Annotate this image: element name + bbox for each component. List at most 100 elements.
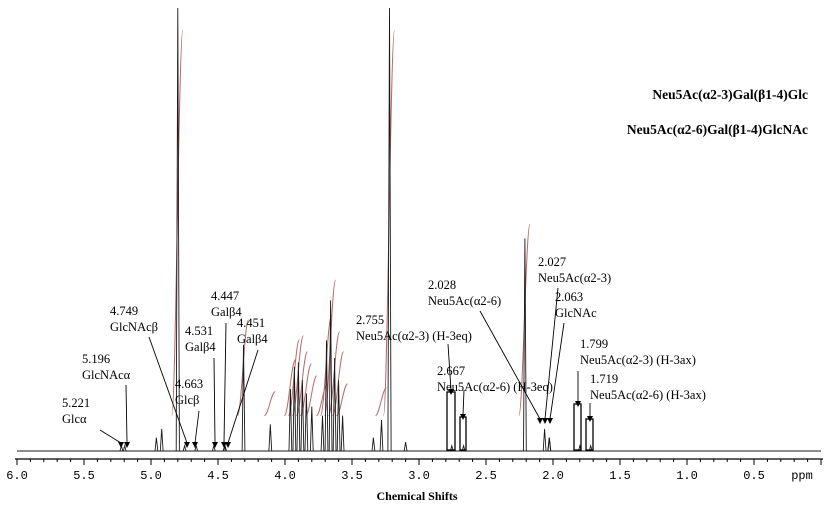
spectrum-peak-12 xyxy=(288,388,293,452)
peak-annotations: 5.221 Glcα 5.196 GlcNAcα 4.749 GlcNAcβ 4.663 Gl… xyxy=(62,255,706,451)
spectrum-peak-1 xyxy=(122,443,127,452)
annotation-leader-line xyxy=(148,336,188,444)
x-tick-label: 3.5 xyxy=(341,469,363,483)
spectrum-peak-17 xyxy=(309,406,314,452)
spectrum-peak-23 xyxy=(340,415,345,452)
spectrum-peak-11 xyxy=(268,424,273,452)
x-axis-label: Chemical Shifts xyxy=(377,489,458,503)
spectrum-peak-21 xyxy=(332,357,337,452)
spectrum-peak-33 xyxy=(547,437,552,452)
integral-trace-3 xyxy=(283,359,296,417)
spectrum-peak-19 xyxy=(324,340,329,452)
spectrum-peak-20 xyxy=(328,300,333,452)
peak-annotation-label: Neu5Ac(α2-3) (H-3eq) xyxy=(356,329,472,343)
annotation-bracket xyxy=(573,403,582,451)
integral-trace-2 xyxy=(264,391,276,417)
spectrum-peak-24 xyxy=(371,437,376,452)
annotation-leader-line xyxy=(549,322,565,420)
spectrum-peak-22 xyxy=(336,380,341,452)
annotation-leader-line xyxy=(462,389,465,416)
chart-title: Neu5Ac(α2-3)Gal(β1-4)Glc Neu5Ac(α2-6)Gal… xyxy=(627,87,808,137)
peak-annotation-value: 4.447 xyxy=(211,289,239,303)
annotation-arrowhead xyxy=(542,418,548,424)
spectrum-peak-2 xyxy=(154,437,159,452)
peak-annotation-value: 1.719 xyxy=(590,372,618,386)
annotation-arrowhead xyxy=(212,442,218,448)
annotation-arrowhead xyxy=(184,442,190,448)
annotation-arrowhead xyxy=(547,418,553,424)
annotation-leader-line xyxy=(194,410,200,444)
annotation-leader-line xyxy=(223,322,227,444)
spectrum-peak-35 xyxy=(588,443,593,452)
spectrum-peak-26 xyxy=(387,7,392,452)
annotation-arrowhead xyxy=(221,442,227,448)
title-line-2: Neu5Ac(α2-6)Gal(β1-4)GlcNAc xyxy=(627,122,808,137)
spectrum-peak-3 xyxy=(159,428,164,452)
peak-annotation-label: Glcα xyxy=(62,412,87,426)
annotation-bracket xyxy=(446,391,456,451)
spectrum-peak-25 xyxy=(379,419,384,452)
spectrum-peak-7 xyxy=(211,443,216,452)
spectrum-peak-30 xyxy=(523,238,527,452)
peak-annotation-value: 2.667 xyxy=(437,364,465,378)
peak-annotation-label: Neu5Ac(α2-6) xyxy=(428,294,501,308)
spectrum-peak-13 xyxy=(292,366,297,452)
peak-annotation-label: Glcβ xyxy=(175,393,199,407)
x-tick-label: 4.5 xyxy=(207,469,229,483)
annotation-leader-line xyxy=(99,429,122,444)
x-tick-label: 5.5 xyxy=(73,469,95,483)
peak-annotation-label: Neu5Ac(α2-3) xyxy=(538,271,611,285)
peak-annotation-value: 1.799 xyxy=(580,337,608,351)
spectrum-peak-5 xyxy=(182,443,187,452)
annotation-leader-line xyxy=(447,343,452,391)
spectrum-peak-18 xyxy=(320,415,325,452)
x-tick-label: 3.0 xyxy=(408,469,430,483)
peak-annotation-value: 2.063 xyxy=(555,290,583,304)
spectrum-peak-14 xyxy=(296,362,301,452)
x-tick-label: 5.0 xyxy=(140,469,162,483)
peak-annotation-label: Galβ4 xyxy=(237,332,268,346)
annotation-leader-line xyxy=(213,357,216,444)
spectrum-peak-10 xyxy=(241,344,246,452)
annotation-leader-line xyxy=(479,310,541,420)
peak-annotation-value: 5.221 xyxy=(62,396,90,410)
peak-annotation-value: 4.663 xyxy=(175,377,203,391)
peak-annotation-value: 4.531 xyxy=(185,324,213,338)
annotation-leader-line xyxy=(544,287,559,420)
peak-annotation-value: 5.196 xyxy=(82,352,110,366)
x-tick-label: 6.0 xyxy=(6,469,28,483)
spectrum-layer xyxy=(17,7,821,452)
x-axis-unit: ppm xyxy=(791,469,813,483)
annotation-arrowhead xyxy=(124,442,130,448)
peak-annotation-value: 2.027 xyxy=(538,255,566,269)
x-tick-label: 2.5 xyxy=(475,469,497,483)
spectrum-peak-15 xyxy=(300,380,305,452)
annotation-arrowhead xyxy=(192,442,198,448)
peak-annotation-label: Neu5Ac(α2-3) (H-3ax) xyxy=(580,353,696,367)
x-tick-label: 0.5 xyxy=(743,469,765,483)
peak-annotation-value: 4.451 xyxy=(237,316,265,330)
spectrum-peak-28 xyxy=(449,443,454,452)
spectrum-peak-27 xyxy=(403,442,408,452)
x-tick-label: 4.0 xyxy=(274,469,296,483)
peak-annotation-label: Galβ4 xyxy=(185,340,216,354)
annotation-bracket xyxy=(459,416,467,451)
annotation-arrowhead xyxy=(225,442,231,448)
x-tick-label: 2.0 xyxy=(542,469,564,483)
peak-annotation-value: 2.755 xyxy=(356,313,384,327)
peak-annotation-label: GlcNAc xyxy=(555,306,597,320)
x-axis: 6.0 5.5 5.0 4.5 4.0 3.5 3.0 2.5 2.0 1.5 1.0 0.5 ppm xyxy=(6,458,823,483)
peak-annotation-value: 2.028 xyxy=(428,278,456,292)
annotation-bracket xyxy=(585,418,594,451)
peak-annotation-label: GlcNAcα xyxy=(82,368,131,382)
x-tick-label: 1.5 xyxy=(609,469,631,483)
peak-annotation-value: 4.749 xyxy=(110,304,138,318)
annotation-leader-line xyxy=(125,384,128,444)
peak-annotation-label: Neu5Ac(α2-6) (H-3eq) xyxy=(437,380,553,394)
peak-annotation-label: Galβ4 xyxy=(211,305,242,319)
x-tick-label: 1.0 xyxy=(676,469,698,483)
spectrum-peak-31 xyxy=(542,428,547,452)
annotation-arrowhead xyxy=(537,418,543,424)
peak-annotation-label: Neu5Ac(α2-6) (H-3ax) xyxy=(590,388,706,402)
integral-trace-9 xyxy=(316,383,328,417)
